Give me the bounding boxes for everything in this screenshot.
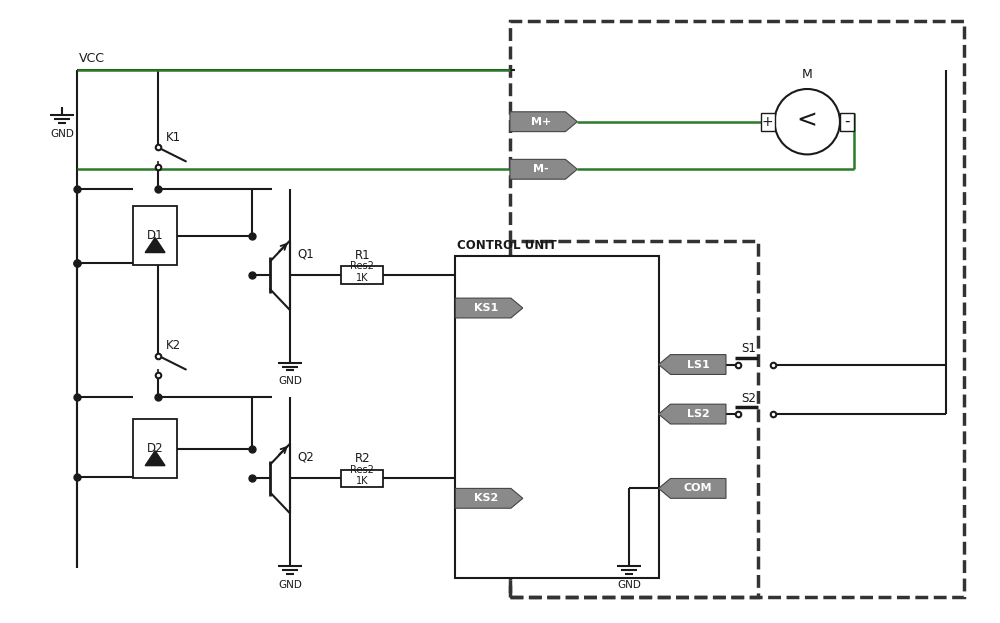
Text: CONTROL UNIT: CONTROL UNIT [457, 239, 557, 252]
Text: KS2: KS2 [474, 493, 498, 503]
FancyBboxPatch shape [761, 113, 775, 131]
Polygon shape [455, 298, 523, 318]
Polygon shape [510, 112, 577, 131]
Text: GND: GND [617, 579, 641, 589]
Text: LS2: LS2 [687, 409, 710, 419]
Text: +: + [762, 115, 773, 129]
Polygon shape [659, 404, 726, 424]
Text: M-: M- [533, 164, 548, 174]
FancyBboxPatch shape [455, 255, 659, 578]
Text: LS1: LS1 [687, 359, 710, 369]
Text: M+: M+ [531, 117, 551, 126]
FancyBboxPatch shape [341, 470, 383, 487]
Text: K1: K1 [166, 131, 181, 144]
Text: 1K: 1K [356, 477, 368, 487]
Polygon shape [455, 488, 523, 508]
Text: R1: R1 [354, 249, 370, 262]
Text: S2: S2 [741, 392, 756, 405]
Text: VCC: VCC [79, 52, 105, 65]
FancyBboxPatch shape [133, 206, 177, 265]
Text: COM: COM [684, 483, 712, 493]
Text: D1: D1 [147, 229, 163, 242]
Polygon shape [659, 354, 726, 374]
FancyBboxPatch shape [133, 419, 177, 478]
Text: M: M [802, 68, 813, 80]
Text: Q2: Q2 [298, 450, 315, 463]
Text: 1K: 1K [356, 273, 368, 283]
Text: Res2: Res2 [350, 465, 374, 475]
Polygon shape [659, 478, 726, 498]
Polygon shape [145, 451, 165, 465]
Text: GND: GND [278, 376, 302, 386]
Text: S1: S1 [741, 342, 756, 355]
Polygon shape [510, 159, 577, 179]
FancyBboxPatch shape [341, 267, 383, 284]
Text: R2: R2 [354, 452, 370, 465]
Text: GND: GND [50, 128, 74, 139]
Polygon shape [145, 237, 165, 252]
Text: D2: D2 [147, 442, 163, 455]
Circle shape [775, 89, 840, 155]
Text: K2: K2 [166, 339, 181, 352]
Text: KS1: KS1 [474, 303, 498, 313]
Text: GND: GND [278, 579, 302, 589]
Text: -: - [844, 114, 850, 129]
FancyBboxPatch shape [840, 113, 854, 131]
Text: Q1: Q1 [298, 247, 315, 260]
Text: <: < [797, 108, 818, 131]
Text: Res2: Res2 [350, 262, 374, 272]
